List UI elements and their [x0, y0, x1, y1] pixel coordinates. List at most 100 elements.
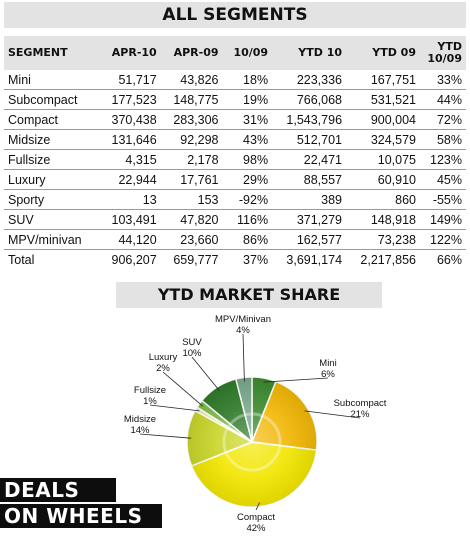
table-cell: 371,279	[272, 209, 347, 230]
table-cell: 122%	[420, 229, 466, 250]
table-cell: 37%	[243, 252, 269, 267]
table-cell: 659,777	[173, 252, 219, 267]
column-header-10-09: 10/09	[222, 36, 273, 70]
table-cell: 43%	[222, 129, 273, 150]
table-cell: 860	[346, 189, 420, 210]
table-cell: 58%	[420, 129, 466, 150]
slice-name-label: Mini	[319, 358, 336, 369]
table-cell: 3,691,174	[286, 252, 343, 267]
segment-name-cell: Luxury	[4, 169, 99, 190]
logo-text-line-2: ON WHEELS	[0, 504, 162, 528]
table-cell: 86%	[222, 229, 273, 250]
leader-line	[255, 502, 260, 511]
table-cell: 22,944	[98, 169, 161, 190]
table-cell: 2,217,856	[360, 252, 416, 267]
table-cell: 19%	[222, 89, 273, 110]
table-cell: 103,491	[98, 209, 161, 230]
table-cell: 44,120	[98, 229, 161, 250]
slice-name-label: Luxury	[149, 352, 178, 363]
segment-name-cell: Sporty	[4, 189, 99, 210]
table-cell: 29%	[222, 169, 273, 190]
total-row: Total 906,207 659,777 37% 3,691,174 2,217,856…	[4, 250, 466, 270]
leader-line	[139, 433, 192, 439]
table-cell: 123%	[420, 149, 466, 170]
table-cell: 98%	[222, 149, 273, 170]
logo-text-line-1: DEALS	[0, 478, 116, 502]
column-header-ytd-10-09: YTD 10/09	[420, 36, 466, 70]
table-cell: 324,579	[346, 129, 420, 150]
slice-value-label: 14%	[130, 425, 150, 436]
leader-line	[162, 371, 203, 407]
table-row: Fullsize 4,315 2,178 98% 22,471 10,075 123%	[4, 149, 466, 170]
slice-name-label: MPV/Minivan	[215, 314, 271, 325]
slice-value-label: 1%	[143, 396, 157, 407]
column-header-apr-09: APR-09	[160, 36, 223, 70]
table-cell: 131,646	[98, 129, 161, 150]
table-cell: 512,701	[272, 129, 347, 150]
segment-name-cell: Fullsize	[4, 149, 99, 170]
segment-name-cell: MPV/minivan	[4, 229, 99, 250]
segment-name-cell: Subcompact	[4, 89, 99, 110]
table-cell: 906,207	[111, 252, 157, 267]
table-cell: -92%	[222, 189, 273, 210]
table-row: Midsize 131,646 92,298 43% 512,701 324,579 58%	[4, 129, 466, 150]
table-cell: 389	[272, 189, 347, 210]
table-cell: 17,761	[160, 169, 223, 190]
table-cell: 167,751	[346, 70, 420, 90]
table-cell: 148,775	[160, 89, 223, 110]
slice-value-label: 42%	[246, 523, 266, 534]
table-cell: 13	[98, 189, 161, 210]
column-header-segment: SEGMENT	[4, 36, 99, 70]
table-cell: 73,238	[346, 229, 420, 250]
table-cell: 66%	[436, 252, 462, 267]
slice-value-label: 10%	[182, 348, 202, 359]
table-cell: 31%	[222, 109, 273, 130]
table-cell: 10,075	[346, 149, 420, 170]
segments-table: SEGMENT APR-10 APR-09 10/09 YTD 10 YTD 0…	[4, 36, 466, 269]
leader-line	[304, 410, 361, 419]
slice-name-label: Subcompact	[334, 398, 387, 409]
table-row: Subcompact 177,523 148,775 19% 766,068 531,52…	[4, 89, 466, 110]
table-cell: 148,918	[346, 209, 420, 230]
table-cell: 2,178	[160, 149, 223, 170]
slice-name-label: Compact	[237, 512, 275, 523]
table-cell: 531,521	[346, 89, 420, 110]
table-cell: 51,717	[98, 70, 161, 90]
table-cell: 22,471	[272, 149, 347, 170]
table-cell: 223,336	[272, 70, 347, 90]
segment-name-cell: Midsize	[4, 129, 99, 150]
table-cell: 4,315	[98, 149, 161, 170]
slice-value-label: 21%	[350, 409, 370, 420]
table-cell: 60,910	[346, 169, 420, 190]
segment-name-cell: Compact	[4, 109, 99, 130]
table-row: Mini 51,717 43,826 18% 223,336 167,751 33%	[4, 70, 466, 90]
slice-value-label: 2%	[156, 363, 170, 374]
leader-line	[242, 333, 245, 382]
column-header-apr-10: APR-10	[98, 36, 161, 70]
column-header-ytd-10: YTD 10	[272, 36, 347, 70]
slice-value-label: 4%	[236, 325, 250, 336]
deals-on-wheels-logo: DEALS ON WHEELS	[0, 478, 162, 528]
table-cell: 18%	[222, 70, 273, 90]
table-cell: 33%	[420, 70, 466, 90]
table-title: ALL SEGMENTS	[4, 2, 466, 28]
table-header-row: SEGMENT APR-10 APR-09 10/09 YTD 10 YTD 0…	[4, 36, 466, 70]
table-cell: 47,820	[160, 209, 223, 230]
table-row: Sporty 13 153 -92% 389 860 -55%	[4, 189, 466, 210]
leader-line	[149, 404, 200, 412]
table-body: Mini 51,717 43,826 18% 223,336 167,751 33% Subc…	[4, 70, 466, 269]
segment-name-cell: Total	[8, 252, 35, 267]
table-cell: 72%	[420, 109, 466, 130]
table-row: Compact 370,438 283,306 31% 1,543,796 900,004…	[4, 109, 466, 130]
table-cell: 43,826	[160, 70, 223, 90]
chart-title: YTD MARKET SHARE	[116, 282, 382, 308]
table-cell: 766,068	[272, 89, 347, 110]
leader-line	[263, 377, 329, 383]
slice-value-label: 6%	[321, 369, 335, 380]
table-cell: 149%	[420, 209, 466, 230]
table-cell: 283,306	[160, 109, 223, 130]
table-cell: -55%	[420, 189, 466, 210]
pie-shading	[187, 377, 317, 507]
segment-name-cell: SUV	[4, 209, 99, 230]
